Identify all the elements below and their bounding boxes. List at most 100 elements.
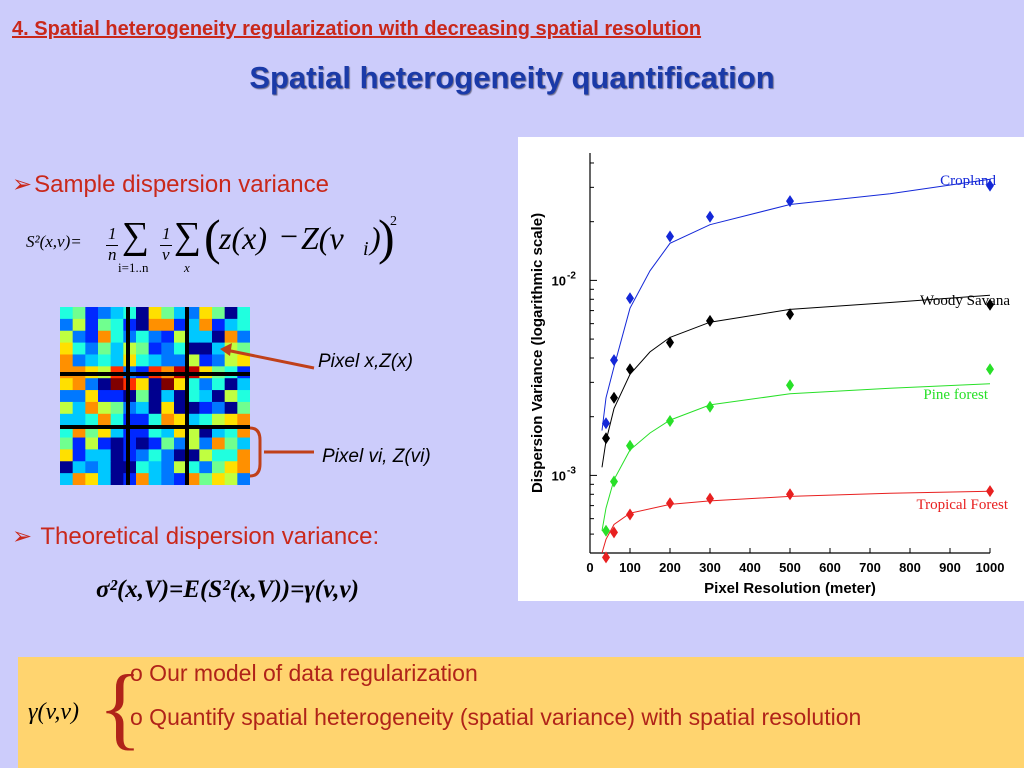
x-tick-label: 300	[699, 560, 721, 575]
grid-cell	[174, 461, 188, 474]
summary-line-1: o Our model of data regularization	[130, 660, 478, 686]
grid-cell	[174, 413, 188, 427]
grid-cell	[186, 401, 200, 415]
grid-cell	[110, 461, 124, 474]
grid-cell	[224, 437, 238, 450]
grid-cell	[174, 449, 188, 462]
annotation-pixel-vi: Pixel vi, Z(vi)	[322, 446, 431, 467]
grid-cell	[72, 354, 86, 367]
gamma-label: γ(v,v)	[28, 699, 79, 725]
data-point	[666, 497, 674, 510]
grid-cell	[186, 461, 200, 474]
grid-cell	[85, 307, 99, 320]
grid-cell	[148, 413, 162, 427]
grid-cell	[85, 390, 99, 403]
grid-cell	[60, 473, 74, 485]
data-point	[602, 417, 610, 430]
grid-cell	[224, 473, 238, 485]
grid-cell	[72, 342, 86, 355]
formula-body-b: Z(v	[301, 220, 344, 256]
grid-cell	[199, 449, 213, 462]
grid-cell	[186, 473, 200, 485]
formula-power: 2	[390, 214, 397, 229]
grid-cell	[98, 449, 112, 462]
grid-cell	[199, 401, 213, 415]
grid-cell	[110, 354, 124, 367]
grid-cell	[85, 437, 99, 450]
series-label: Woody Savana	[920, 293, 1010, 309]
grid-cell	[212, 461, 226, 474]
data-point	[610, 391, 618, 404]
grid-cell	[148, 318, 162, 332]
grid-cell	[72, 461, 86, 474]
arrowhead-icon	[220, 343, 232, 356]
grid-cell	[136, 307, 150, 320]
grid-cell	[85, 413, 99, 427]
data-point	[610, 354, 618, 367]
data-point	[706, 314, 714, 327]
grid-cell	[98, 307, 112, 320]
grid-cell	[237, 449, 250, 462]
grid-cell	[199, 354, 213, 367]
grid-cell	[136, 461, 150, 474]
grid-cell	[212, 307, 226, 320]
grid-cell	[237, 437, 250, 450]
grid-cell	[161, 461, 175, 474]
bullet-label: Theoretical dispersion variance:	[40, 523, 380, 550]
grid-cell	[161, 401, 175, 415]
formula-frac2-num: 1	[162, 224, 171, 243]
grid-cell	[85, 449, 99, 462]
formula-lhs: S²(x,v)=	[26, 232, 82, 251]
x-tick-label: 500	[779, 560, 801, 575]
grid-cell	[110, 318, 124, 332]
bracket-icon	[249, 426, 262, 478]
y-tick-label: 10	[552, 273, 566, 288]
grid-cell	[199, 378, 213, 391]
grid-cell	[110, 449, 124, 462]
y-axis-label: Dispersion Variance (logarithmic scale)	[529, 213, 546, 493]
grid-cell	[212, 378, 226, 391]
formula-body-a: z(x)	[219, 220, 267, 256]
fit-line	[601, 178, 991, 431]
paren-open-icon: (	[204, 209, 221, 265]
grid-cell	[85, 342, 99, 355]
data-point	[666, 230, 674, 243]
data-point	[706, 210, 714, 223]
grid-cell	[136, 318, 150, 332]
grid-cell	[98, 437, 112, 450]
grid-cell	[212, 413, 226, 427]
grid-cell	[110, 307, 124, 320]
grid-cell	[98, 390, 112, 403]
x-tick-label: 100	[619, 560, 641, 575]
y-tick-label: 10	[552, 468, 566, 483]
grid-cell	[161, 449, 175, 462]
data-point	[786, 195, 794, 208]
grid-cell	[85, 401, 99, 415]
grid-cell	[60, 449, 74, 462]
annotation-arrows	[220, 343, 315, 478]
grid-cell	[174, 473, 188, 485]
grid-cell	[186, 354, 200, 367]
grid-cell	[237, 318, 250, 332]
grid-cell	[148, 330, 162, 344]
data-point	[626, 439, 634, 452]
grid-cell	[98, 401, 112, 415]
series-label: Tropical Forest	[916, 497, 1008, 513]
x-tick-label: 0	[586, 560, 593, 575]
grid-cell	[224, 378, 238, 391]
grid-cell	[212, 473, 226, 485]
data-point	[626, 508, 634, 521]
fraction-bar	[160, 245, 172, 246]
grid-cell	[186, 378, 200, 391]
grid-cell	[148, 461, 162, 474]
grid-cell	[72, 330, 86, 344]
grid-cell	[161, 342, 175, 355]
formula-frac2-den: v	[162, 245, 170, 264]
formula-frac1-num: 1	[108, 224, 117, 243]
arrow-line-pixel-x	[225, 348, 315, 370]
grid-cell	[199, 342, 213, 355]
grid-cell	[148, 437, 162, 450]
data-point	[986, 485, 994, 498]
grid-cell	[186, 307, 200, 320]
fit-line	[601, 383, 991, 531]
